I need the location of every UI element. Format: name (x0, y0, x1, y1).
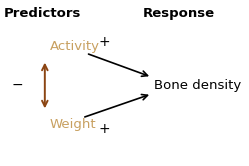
Text: +: + (99, 123, 110, 136)
Text: Bone density: Bone density (154, 79, 242, 92)
Text: Response: Response (143, 7, 215, 20)
Text: Activity: Activity (50, 40, 100, 53)
Text: Weight: Weight (50, 118, 96, 131)
Text: −: − (12, 78, 23, 92)
Text: +: + (99, 35, 110, 48)
Text: Predictors: Predictors (4, 7, 81, 20)
